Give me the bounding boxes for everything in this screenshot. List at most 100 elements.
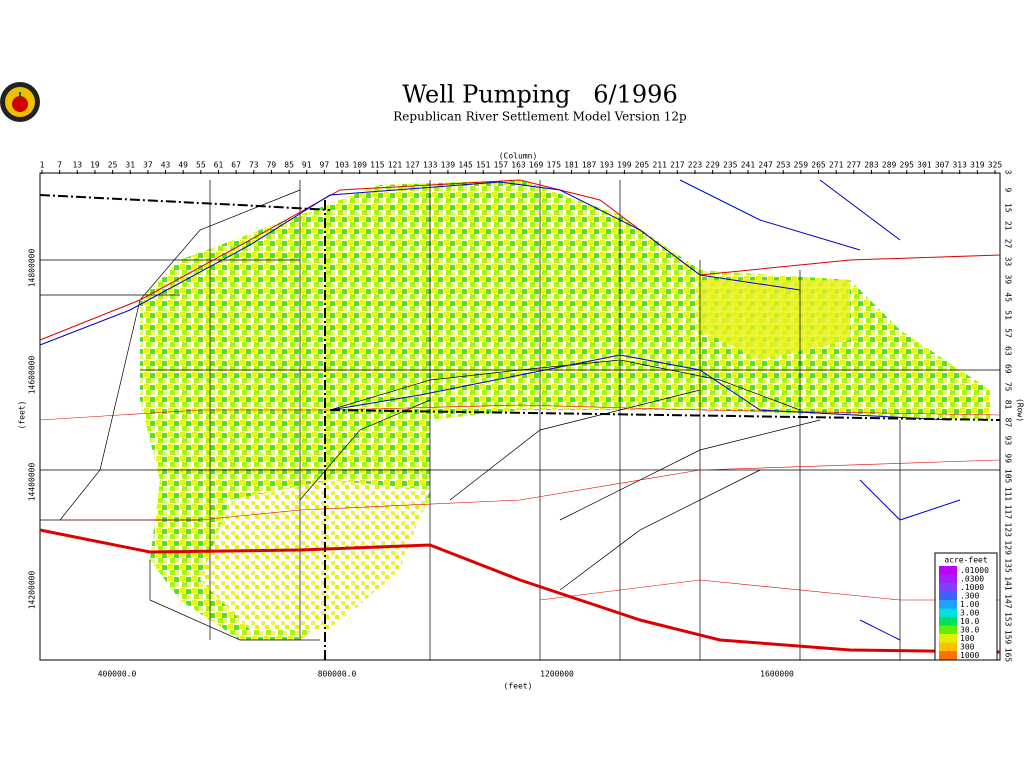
column-tick: 97 (320, 161, 330, 170)
column-tick: 277 (847, 161, 862, 170)
row-tick: 153 (1004, 612, 1013, 627)
row-label: (Row) (1016, 398, 1024, 422)
column-tick: 133 (423, 161, 438, 170)
legend-label: .01000 (960, 566, 989, 575)
column-tick: 187 (582, 161, 597, 170)
column-tick: 247 (758, 161, 773, 170)
subtitle: Republican River Settlement Model Versio… (393, 110, 687, 124)
column-tick: 175 (547, 161, 562, 170)
column-tick: 13 (72, 161, 82, 170)
column-tick: 217 (670, 161, 685, 170)
column-tick: 259 (794, 161, 809, 170)
column-tick: 43 (161, 161, 171, 170)
column-tick: 37 (143, 161, 153, 170)
legend-label: .0300 (960, 575, 984, 584)
column-tick: 253 (776, 161, 791, 170)
legend-title: acre-feet (944, 556, 988, 565)
legend-label: 100 (960, 634, 975, 643)
legend-swatch (939, 566, 957, 575)
column-label: (Column) (499, 152, 538, 161)
column-tick: 229 (705, 161, 720, 170)
y-tick: 14400000 (28, 463, 37, 502)
column-tick: 157 (494, 161, 509, 170)
row-tick: 81 (1004, 400, 1013, 410)
legend-label: 1000 (960, 651, 979, 660)
row-tick: 69 (1004, 364, 1013, 374)
column-tick: 169 (529, 161, 544, 170)
column-tick: 313 (952, 161, 967, 170)
column-tick: 109 (352, 161, 367, 170)
row-tick: 111 (1004, 487, 1013, 502)
column-tick: 151 (476, 161, 491, 170)
row-tick: 147 (1004, 594, 1013, 609)
row-tick: 135 (1004, 558, 1013, 573)
map (39, 172, 1001, 661)
column-tick: 235 (723, 161, 738, 170)
x-tick: 1200000 (540, 670, 574, 679)
row-tick: 9 (1004, 187, 1013, 192)
logo (0, 82, 40, 122)
title: Well Pumping 6/1996 (402, 81, 677, 109)
column-tick: 319 (970, 161, 985, 170)
legend-swatch (939, 583, 957, 592)
y-tick: 14800000 (28, 249, 37, 288)
column-tick: 205 (635, 161, 650, 170)
row-tick: 105 (1004, 469, 1013, 484)
row-tick: 123 (1004, 523, 1013, 538)
column-tick: 73 (249, 161, 259, 170)
legend-label: 10.0 (960, 617, 979, 626)
column-tick: 295 (900, 161, 915, 170)
row-tick: 3 (1004, 170, 1013, 175)
legend-swatch (939, 617, 957, 626)
column-tick: 271 (829, 161, 844, 170)
column-tick: 115 (370, 161, 385, 170)
row-tick: 45 (1004, 292, 1013, 302)
column-tick: 1 (40, 161, 45, 170)
column-tick: 79 (267, 161, 277, 170)
y-tick: 14600000 (28, 356, 37, 395)
row-tick: 93 (1004, 436, 1013, 446)
legend-swatch (939, 591, 957, 600)
legend-label: .300 (960, 592, 979, 601)
column-tick: 211 (652, 161, 667, 170)
row-tick: 129 (1004, 540, 1013, 555)
column-tick: 67 (231, 161, 241, 170)
column-tick: 25 (108, 161, 118, 170)
y-tick: 14200000 (28, 571, 37, 610)
column-tick: 283 (864, 161, 879, 170)
column-tick: 61 (214, 161, 224, 170)
column-tick: 103 (335, 161, 350, 170)
legend: acre-feet .01000.0300.1000.3001.003.0010… (934, 552, 998, 661)
column-tick: 127 (405, 161, 420, 170)
row-ticks: 3915212733394551576369758187939910511111… (1004, 170, 1013, 663)
row-tick: 63 (1004, 346, 1013, 356)
x-axis-label: (feet) (504, 682, 533, 691)
column-tick: 85 (284, 161, 294, 170)
row-tick: 141 (1004, 576, 1013, 591)
column-tick: 193 (600, 161, 615, 170)
legend-swatch (939, 625, 957, 634)
legend-swatch (939, 634, 957, 643)
row-tick: 165 (1004, 648, 1013, 663)
row-tick: 87 (1004, 418, 1013, 428)
legend-label: 1.00 (960, 600, 979, 609)
column-tick: 31 (125, 161, 135, 170)
column-ticks: 1 7 13 19 25 31 37 43 49 55 61 67 73 79 85 91 97 103 109 11… (40, 161, 1003, 174)
column-tick: 307 (935, 161, 950, 170)
legend-label: 3.00 (960, 609, 979, 618)
column-tick: 301 (917, 161, 932, 170)
column-tick: 325 (988, 161, 1003, 170)
row-tick: 15 (1004, 203, 1013, 213)
row-tick: 51 (1004, 310, 1013, 320)
row-tick: 57 (1004, 328, 1013, 338)
legend-swatch (939, 651, 957, 660)
y-axis-label: (feet) (18, 401, 27, 430)
row-tick: 39 (1004, 275, 1013, 285)
legend-label: 300 (960, 643, 975, 652)
column-tick: 181 (564, 161, 579, 170)
legend-swatch (939, 574, 957, 583)
x-tick: 800000.0 (318, 670, 357, 679)
x-tick: 400000.0 (98, 670, 137, 679)
column-tick: 139 (441, 161, 456, 170)
